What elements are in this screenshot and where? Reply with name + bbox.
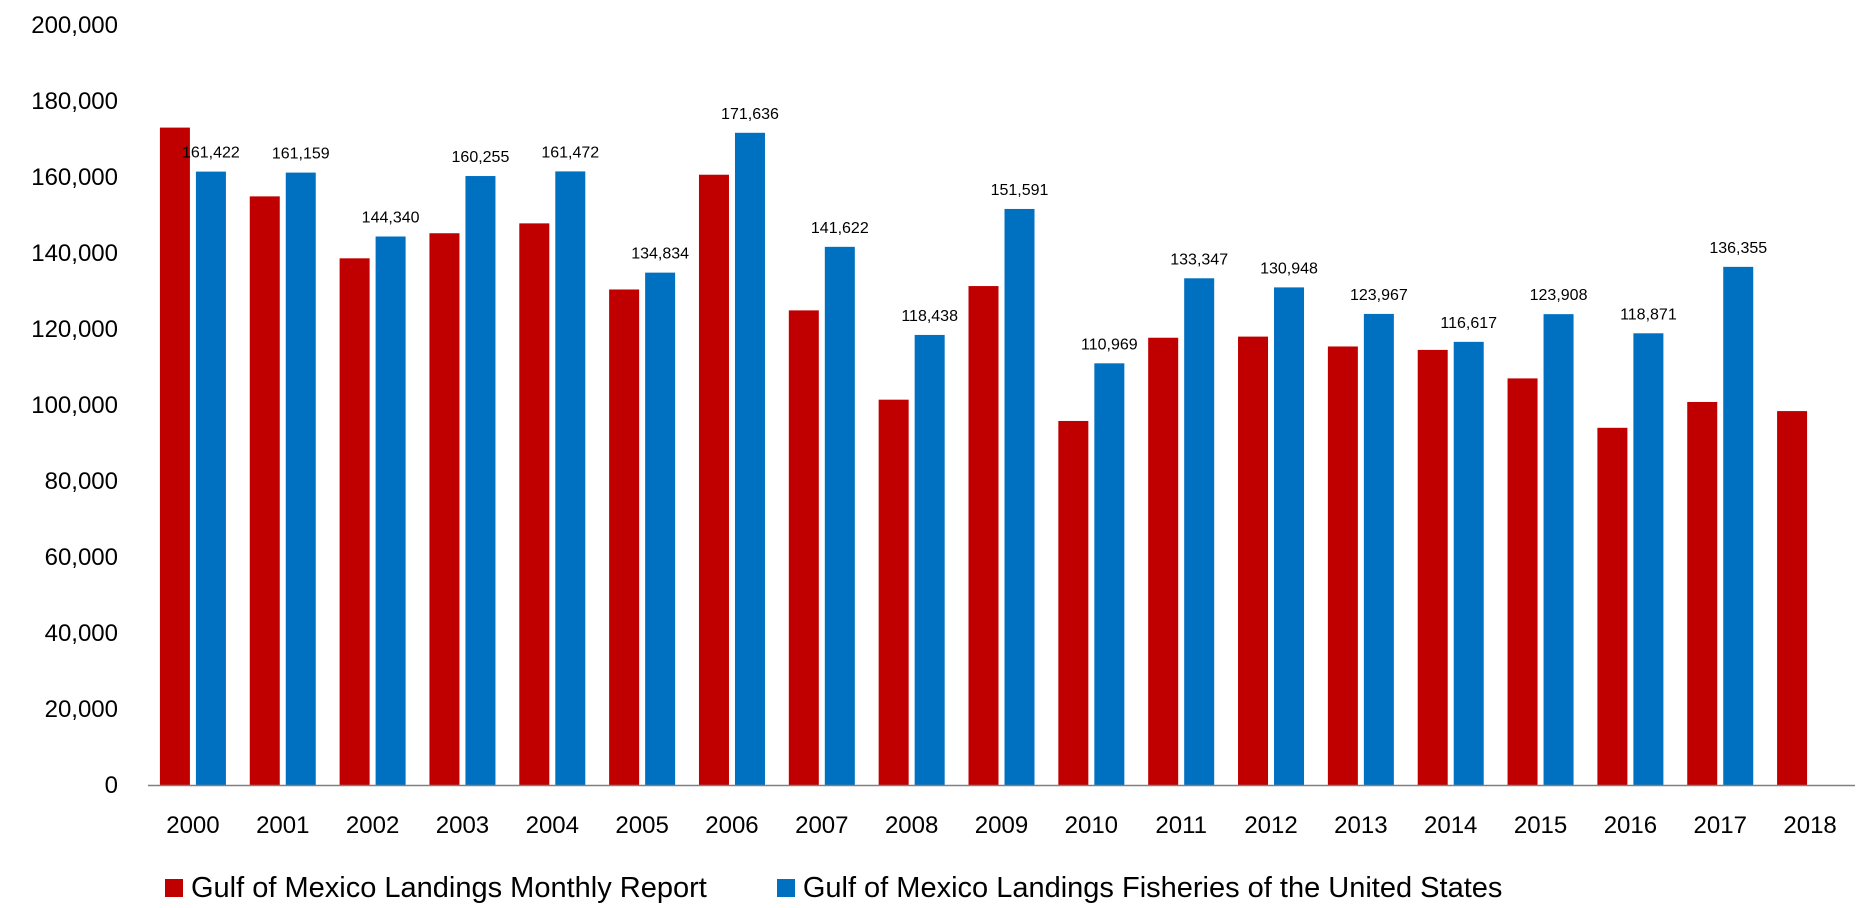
data-label: 123,967 — [1350, 287, 1408, 304]
x-tick-label: 2015 — [1514, 812, 1567, 839]
bar-fisheries-us — [1454, 342, 1484, 785]
bar-fisheries-us — [645, 273, 675, 785]
bar-monthly-report — [969, 286, 999, 785]
y-tick-label: 80,000 — [45, 468, 118, 495]
y-tick-label: 140,000 — [31, 240, 118, 267]
data-label: 171,636 — [721, 106, 779, 123]
data-label: 161,159 — [272, 146, 330, 163]
x-tick-label: 2002 — [346, 812, 399, 839]
x-tick-label: 2018 — [1783, 812, 1836, 839]
x-tick-label: 2016 — [1604, 812, 1657, 839]
bar-fisheries-us — [196, 172, 226, 785]
data-label: 118,871 — [1620, 306, 1677, 323]
bar-fisheries-us — [1094, 363, 1124, 785]
bar-fisheries-us — [555, 171, 585, 785]
bar-fisheries-us — [286, 173, 316, 785]
bar-monthly-report — [1508, 378, 1538, 785]
y-tick-label: 100,000 — [31, 392, 118, 419]
bar-monthly-report — [789, 310, 819, 785]
y-tick-label: 20,000 — [45, 696, 118, 723]
x-tick-label: 2009 — [975, 812, 1028, 839]
bar-monthly-report — [1148, 338, 1178, 785]
data-label: 160,255 — [452, 149, 510, 166]
x-tick-label: 2012 — [1244, 812, 1297, 839]
y-tick-label: 200,000 — [31, 12, 118, 39]
bar-monthly-report — [1238, 337, 1268, 785]
data-label: 161,422 — [182, 145, 240, 162]
data-label: 130,948 — [1260, 260, 1318, 277]
bar-monthly-report — [1777, 411, 1807, 785]
bar-monthly-report — [340, 258, 370, 785]
bar-monthly-report — [160, 128, 190, 785]
data-label: 144,340 — [362, 210, 420, 227]
x-tick-label: 2014 — [1424, 812, 1477, 839]
data-label: 141,622 — [811, 220, 869, 237]
legend-item-fisheries-us: Gulf of Mexico Landings Fisheries of the… — [777, 872, 1503, 905]
x-tick-label: 2007 — [795, 812, 848, 839]
legend: Gulf of Mexico Landings Monthly Report G… — [165, 870, 1572, 906]
legend-label: Gulf of Mexico Landings Monthly Report — [191, 872, 707, 905]
bar-fisheries-us — [465, 176, 495, 785]
x-tick-label: 2005 — [615, 812, 668, 839]
bar-fisheries-us — [1723, 267, 1753, 785]
x-tick-label: 2008 — [885, 812, 938, 839]
legend-swatch-red — [165, 879, 183, 897]
x-tick-label: 2017 — [1694, 812, 1747, 839]
bar-fisheries-us — [1184, 278, 1214, 785]
bar-monthly-report — [699, 175, 729, 785]
data-label: 161,472 — [541, 144, 599, 161]
bar-monthly-report — [429, 233, 459, 785]
data-label: 136,355 — [1709, 240, 1767, 257]
y-tick-label: 160,000 — [31, 164, 118, 191]
bar-monthly-report — [879, 400, 909, 785]
data-label: 133,347 — [1170, 251, 1228, 268]
bar-monthly-report — [250, 196, 280, 785]
bar-fisheries-us — [1544, 314, 1574, 785]
x-axis: 2000 2001 2002 2003 2004 2005 2006 2007 2008 2009… — [148, 786, 1855, 840]
x-tick-label: 2003 — [436, 812, 489, 839]
bar-fisheries-us — [825, 247, 855, 785]
bar-fisheries-us — [1005, 209, 1035, 785]
x-tick-label: 2000 — [166, 812, 219, 839]
y-tick-label: 40,000 — [45, 620, 118, 647]
data-label: 116,617 — [1440, 315, 1497, 332]
y-tick-label: 0 — [105, 772, 118, 799]
bar-fisheries-us — [915, 335, 945, 785]
x-tick-label: 2006 — [705, 812, 758, 839]
y-tick-label: 120,000 — [31, 316, 118, 343]
legend-item-monthly-report: Gulf of Mexico Landings Monthly Report — [165, 872, 707, 905]
bar-fisheries-us — [1274, 287, 1304, 785]
bar-fisheries-us — [735, 133, 765, 785]
data-label: 110,969 — [1081, 336, 1138, 353]
y-axis: 0 20,000 40,000 60,000 80,000 100,000 120,000 1… — [31, 12, 118, 799]
x-tick-label: 2004 — [526, 812, 579, 839]
bar-monthly-report — [519, 223, 549, 785]
bar-monthly-report — [1058, 421, 1088, 785]
y-tick-label: 180,000 — [31, 88, 118, 115]
bar-monthly-report — [1597, 428, 1627, 785]
bar-monthly-report — [1328, 346, 1358, 785]
data-label: 118,438 — [901, 308, 958, 325]
bar-monthly-report — [609, 289, 639, 785]
bar-fisheries-us — [1633, 333, 1663, 785]
x-tick-label: 2010 — [1065, 812, 1118, 839]
data-label: 151,591 — [991, 182, 1049, 199]
legend-swatch-blue — [777, 879, 795, 897]
y-tick-label: 60,000 — [45, 544, 118, 571]
legend-label: Gulf of Mexico Landings Fisheries of the… — [803, 872, 1503, 905]
bar-monthly-report — [1687, 402, 1717, 785]
bar-fisheries-us — [1364, 314, 1394, 785]
x-tick-label: 2001 — [256, 812, 309, 839]
data-label: 123,908 — [1530, 287, 1588, 304]
bar-chart: 0 20,000 40,000 60,000 80,000 100,000 120,000 1… — [0, 0, 1862, 860]
bar-monthly-report — [1418, 350, 1448, 785]
x-tick-label: 2011 — [1155, 812, 1207, 839]
bar-fisheries-us — [376, 237, 406, 785]
data-label: 134,834 — [631, 246, 689, 263]
x-tick-label: 2013 — [1334, 812, 1387, 839]
